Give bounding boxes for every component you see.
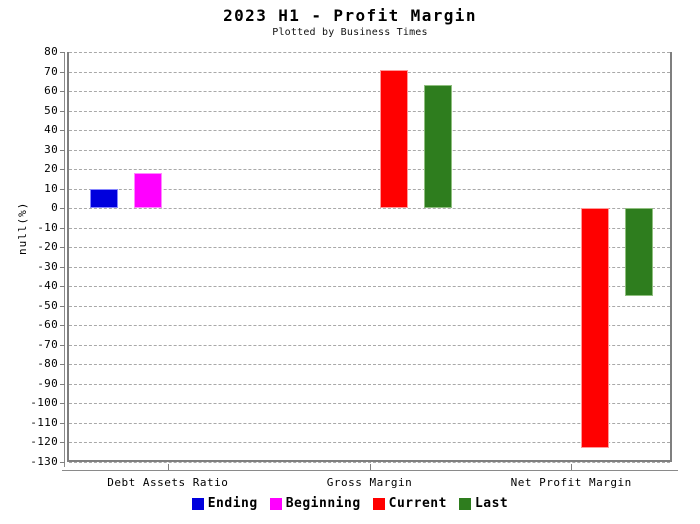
legend-item-last[interactable]: Last [458, 496, 509, 511]
legend-item-current[interactable]: Current [372, 496, 447, 511]
x-tick [369, 464, 371, 470]
y-tick-label: 70 [44, 64, 58, 78]
bar-ending-0[interactable] [89, 188, 118, 209]
gridline-y--130 [69, 462, 670, 463]
y-tick-label: 40 [44, 123, 58, 137]
gridline-y-70 [69, 71, 670, 73]
gridline-y--40 [69, 286, 670, 288]
y-tick [60, 422, 65, 424]
y-tick [60, 442, 65, 444]
y-tick-label: 0 [51, 201, 58, 215]
gridline-y--110 [69, 422, 670, 424]
gridline-y-10 [69, 188, 670, 190]
gridline-y-20 [69, 169, 670, 171]
chart-legend: Ending Beginning Current Last [0, 496, 700, 511]
bar-last-1[interactable] [423, 85, 452, 209]
y-tick [60, 71, 65, 73]
y-tick-label: -70 [37, 337, 58, 351]
bar-beginning-0[interactable] [133, 173, 162, 209]
y-tick [60, 364, 65, 366]
y-tick-label: -20 [37, 240, 58, 254]
y-tick-label: -30 [37, 259, 58, 273]
y-tick [60, 188, 65, 190]
y-tick [60, 305, 65, 307]
y-tick [60, 149, 65, 151]
y-tick [60, 286, 65, 288]
gridline-y--70 [69, 344, 670, 346]
legend-swatch-icon [458, 497, 471, 510]
y-tick-label: -110 [30, 415, 58, 429]
plot-area [67, 52, 672, 463]
y-tick [60, 325, 65, 327]
gridline-y--10 [69, 227, 670, 229]
y-tick [60, 403, 65, 405]
y-tick [60, 462, 65, 463]
gridline-y-40 [69, 130, 670, 132]
legend-label: Beginning [285, 496, 361, 511]
bar-last-2[interactable] [625, 208, 654, 297]
legend-label: Ending [207, 496, 258, 511]
gridline-y--80 [69, 364, 670, 366]
gridline-y--20 [69, 247, 670, 249]
legend-swatch-icon [372, 497, 385, 510]
y-tick-label: -10 [37, 220, 58, 234]
gridline-y--120 [69, 442, 670, 444]
gridline-y-0 [69, 208, 670, 210]
gridline-y-50 [69, 110, 670, 112]
y-tick-label: -80 [37, 357, 58, 371]
chart-subtitle: Plotted by Business Times [272, 27, 428, 38]
gridline-y--30 [69, 266, 670, 268]
y-tick [60, 169, 65, 171]
y-tick-label: -40 [37, 279, 58, 293]
gridline-y-30 [69, 149, 670, 151]
y-tick-label: 20 [44, 162, 58, 176]
gridline-y--90 [69, 383, 670, 385]
y-tick-label: 50 [44, 103, 58, 117]
y-tick [60, 52, 65, 53]
y-tick [60, 130, 65, 132]
y-tick-label: 80 [44, 45, 58, 58]
y-tick-label: -60 [37, 318, 58, 332]
y-tick-label: 30 [44, 142, 58, 156]
y-tick [60, 227, 65, 229]
x-category-label: Net Profit Margin [510, 476, 632, 489]
x-tick [571, 464, 573, 470]
y-tick-label: -50 [37, 298, 58, 312]
legend-label: Current [388, 496, 447, 511]
legend-item-beginning[interactable]: Beginning [269, 496, 361, 511]
gridline-y--60 [69, 325, 670, 327]
y-tick-label: -130 [30, 455, 58, 468]
y-tick-label: -120 [30, 435, 58, 449]
legend-label: Last [474, 496, 509, 511]
legend-swatch-icon [269, 497, 282, 510]
x-axis-line [62, 470, 678, 471]
chart-title: 2023 H1 - Profit Margin [223, 6, 477, 25]
bar-current-2[interactable] [581, 208, 610, 449]
y-tick-label: 60 [44, 84, 58, 98]
gridline-y-60 [69, 91, 670, 93]
y-tick [60, 91, 65, 93]
y-tick [60, 110, 65, 112]
gridline-y--100 [69, 403, 670, 405]
y-tick-label: -90 [37, 376, 58, 390]
legend-item-ending[interactable]: Ending [191, 496, 258, 511]
y-tick [60, 383, 65, 385]
x-category-label: Debt Assets Ratio [107, 476, 229, 489]
x-tick [167, 464, 169, 470]
x-category-label: Gross Margin [326, 476, 413, 489]
y-tick [60, 266, 65, 268]
gridline-y--50 [69, 305, 670, 307]
legend-swatch-icon [191, 497, 204, 510]
y-axis-line [64, 52, 65, 467]
y-tick [60, 344, 65, 346]
y-tick [60, 247, 65, 249]
bar-current-1[interactable] [379, 69, 408, 209]
y-tick-label: -100 [30, 396, 58, 410]
y-tick-label: 10 [44, 181, 58, 195]
y-tick [60, 208, 65, 210]
gridline-y-80 [69, 52, 670, 53]
